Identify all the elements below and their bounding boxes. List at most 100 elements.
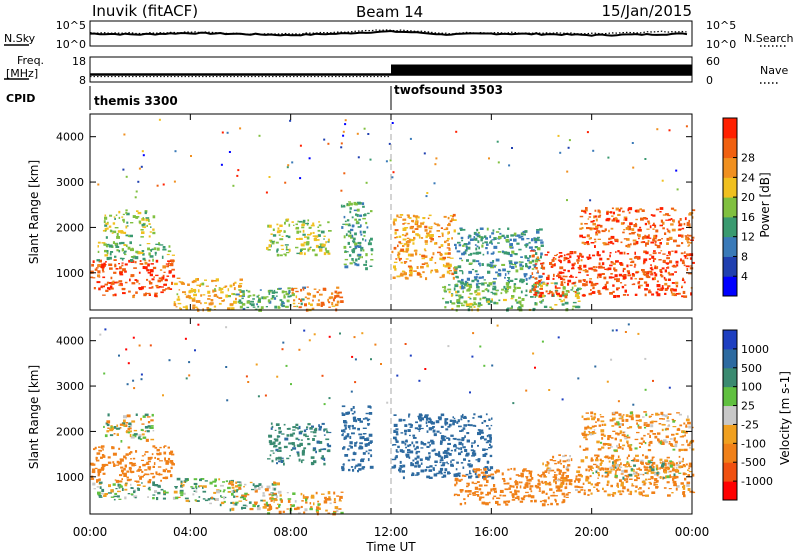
power-cell [225,294,229,298]
power-cell [581,227,584,229]
velocity-sparse-cell [652,379,654,382]
power-cell [667,229,670,233]
velocity-cell [270,422,273,425]
power-cell [422,217,426,219]
velocity-cell [418,424,422,427]
power-cell [454,284,459,288]
velocity-cell [658,413,660,416]
velocity-cell [126,470,130,473]
velocity-cell [491,476,495,480]
power-cell [630,243,632,246]
power-cell [146,224,148,227]
velocity-cell [587,489,590,492]
velocity-cell [678,460,682,463]
velocity-cell [529,475,533,478]
power-cell [185,295,189,299]
power-sparse-cell [342,134,345,137]
velocity-cell [601,474,604,478]
power-cell [579,215,584,218]
power-cell [571,267,575,270]
power-cell [529,289,532,292]
velocity-cell [562,465,565,469]
velocity-cell [191,487,195,490]
velocity-cell [233,489,237,493]
velocity-cell [484,452,488,456]
velocity-cell [462,446,466,449]
velocity-cell [395,433,399,436]
power-cell [514,253,518,256]
power-cell [346,203,349,206]
velocity-cell [673,484,677,486]
power-cell [604,283,607,287]
power-cell [348,234,352,238]
velocity-cell [150,438,155,441]
power-cell [562,275,565,278]
velocity-cell [459,489,464,492]
velocity-cell [90,478,93,480]
velocity-cell [458,441,463,444]
power-cell [684,256,687,259]
velocity-cell [348,468,351,472]
power-cell [637,281,640,285]
velocity-cell [496,469,500,473]
velocity-cell [684,434,686,437]
power-cell [629,225,631,229]
velocity-cell [133,490,136,494]
velocity-sparse-cell [611,329,614,332]
velocity-cell [550,494,554,497]
velocity-cell [119,474,123,477]
power-cell [461,284,463,288]
power-cell [531,254,535,258]
velocity-cell [241,506,243,510]
velocity-cell [625,418,629,422]
power-cell [633,256,638,259]
velocity-cell [440,472,443,475]
velocity-cell [507,500,510,503]
velocity-cell [621,469,625,473]
velocity-cell [672,420,676,423]
velocity-cell [558,454,561,456]
power-cell [614,274,618,278]
power-cell [316,291,319,294]
velocity-cell [425,421,428,425]
velocity-cell [292,429,296,431]
power-cell [344,265,349,269]
velocity-cell [634,438,639,441]
velocity-cell [310,431,313,433]
power-colorbar-segment [723,137,737,159]
power-cell [509,243,513,247]
power-cell [521,237,525,241]
power-cell [474,277,478,281]
power-cell [506,287,509,290]
power-cell [501,263,506,266]
velocity-cell [596,488,598,490]
velocity-cell [429,418,432,422]
velocity-cell [414,474,419,476]
velocity-cell [633,464,636,467]
velocity-cell [544,482,548,486]
power-cell [468,270,472,274]
velocity-cell [129,430,132,433]
power-cell [333,297,336,299]
power-cell [406,243,410,246]
power-cell [105,261,107,263]
power-cell [585,207,588,210]
velocity-cell [268,440,272,443]
velocity-cell [464,490,468,493]
power-cell [441,233,444,237]
power-cell [492,281,496,284]
power-cell [513,285,516,289]
power-cell [457,232,461,235]
power-cell [483,279,486,281]
velocity-cell [661,441,665,444]
velocity-cell [444,450,447,453]
velocity-cell [310,456,315,459]
power-cell [411,219,415,223]
power-cell [492,282,496,285]
velocity-cell [339,495,343,499]
power-cell [533,283,538,286]
velocity-cell [626,440,629,443]
power-cell [112,294,115,297]
power-cell [114,227,119,229]
power-cell [487,270,491,274]
